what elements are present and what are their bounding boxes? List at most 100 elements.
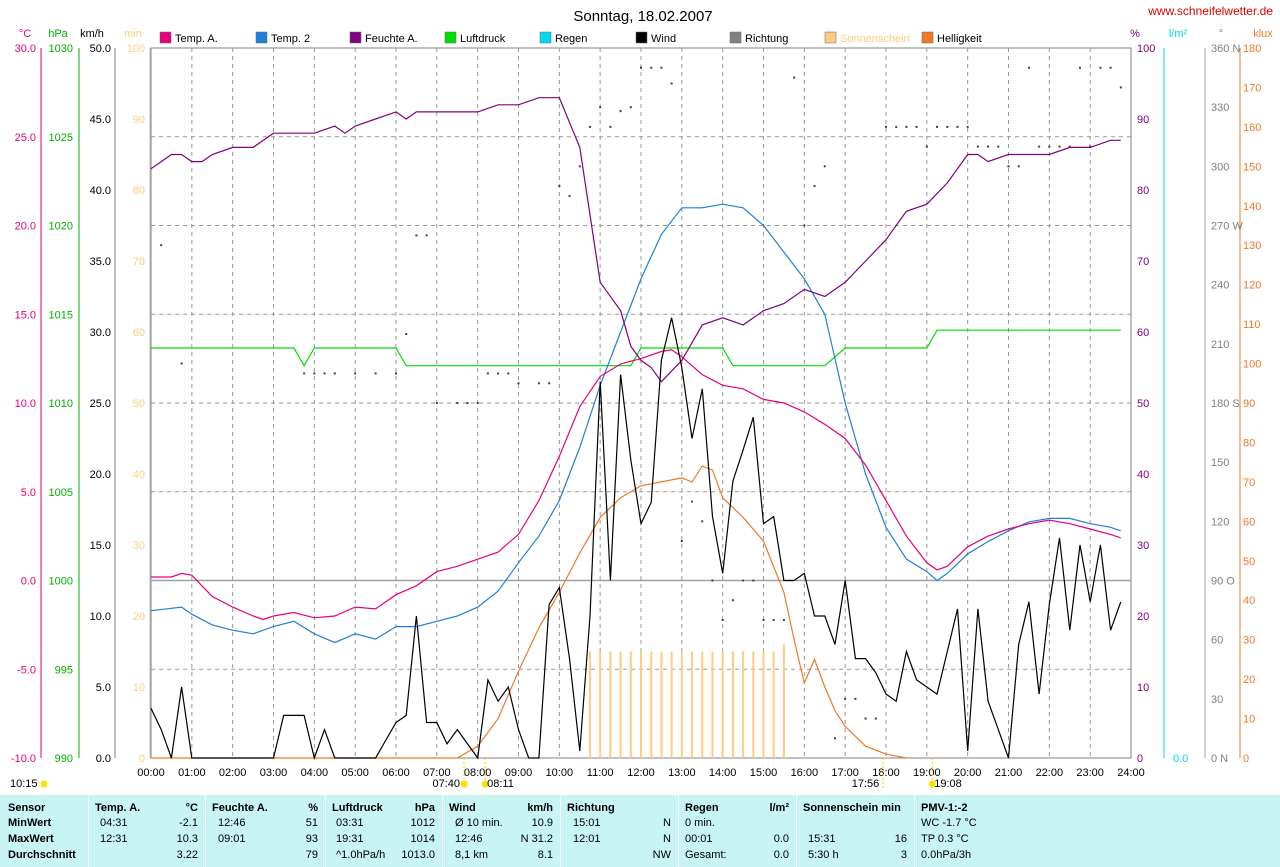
summary-label: MinWert: [8, 817, 52, 829]
legend-swatch: [349, 31, 362, 44]
lux-tick-label: 160: [1243, 122, 1261, 134]
legend-label: Temp. 2: [271, 33, 310, 45]
legend-label: Wind: [651, 33, 676, 45]
direction-point: [323, 372, 326, 375]
direction-point: [486, 372, 489, 375]
summary-press-val: 1014: [410, 833, 435, 845]
summary-dir-val: NW: [652, 849, 671, 861]
lux-unit-label: klux: [1253, 28, 1273, 40]
direction-point: [425, 234, 428, 237]
direction-tick-label: 90 O: [1211, 576, 1235, 588]
direction-point: [915, 125, 918, 128]
direction-point: [1048, 145, 1051, 148]
wind-tick-label: 0.0: [96, 753, 111, 765]
x-tick-label: 17:00: [831, 767, 859, 779]
humidity-tick-label: 40: [1137, 469, 1149, 481]
temp-tick-label: 5.0: [21, 487, 36, 499]
direction-point: [966, 125, 969, 128]
summary-rain-desc: Gesamt:: [685, 849, 727, 861]
temp-tick-label: 15.0: [15, 309, 36, 321]
x-tick-label: 16:00: [791, 767, 819, 779]
website-label[interactable]: www.schneifelwetter.de: [1147, 4, 1273, 18]
x-tick-label: 22:00: [1036, 767, 1064, 779]
axis-unit-labels: °C hPa km/h min% l/m² ° klux: [19, 28, 1273, 40]
sun-icon: [460, 780, 468, 788]
summary-press-val: 1012: [410, 817, 435, 829]
direction-point: [578, 165, 581, 168]
wind-tick-label: 20.0: [90, 469, 111, 481]
luftdruck-line: [151, 329, 1121, 367]
sunshine-tick-label: 20: [133, 611, 145, 623]
summary-hum-val: 51: [305, 817, 318, 829]
humidity-tick-label: 80: [1137, 185, 1149, 197]
direction-point: [1089, 145, 1092, 148]
direction-point: [813, 185, 816, 188]
wind-tick-label: 45.0: [90, 114, 111, 126]
temp-tick-label: 10.0: [15, 398, 36, 410]
header-pmv: PMV-1:-2: [921, 802, 968, 814]
summary-temp-val: -2.1: [179, 817, 198, 829]
lux-tick-label: 140: [1243, 201, 1261, 213]
humidity-tick-label: 20: [1137, 611, 1149, 623]
direction-tick-label: 330: [1211, 102, 1229, 114]
direction-point: [905, 125, 908, 128]
direction-point: [660, 66, 663, 69]
x-tick-label: 23:00: [1076, 767, 1104, 779]
header-wind: Wind: [449, 802, 476, 814]
direction-tick-label: 180 S: [1211, 398, 1240, 410]
wind-tick-label: 35.0: [90, 256, 111, 268]
x-tick-label: 10:00: [546, 767, 574, 779]
lux-tick-label: 120: [1243, 280, 1261, 292]
lux-tick-label: 20: [1243, 674, 1255, 686]
legend-label: Luftdruck: [460, 33, 506, 45]
lux-tick-label: 40: [1243, 595, 1255, 607]
direction-tick-label: 240: [1211, 280, 1229, 292]
summary-sun-val: 16: [894, 833, 907, 845]
sunshine-tick-label: 0: [139, 753, 145, 765]
x-tick-label: 07:00: [423, 767, 451, 779]
sunshine-tick-label: 60: [133, 327, 145, 339]
direction-point: [354, 372, 357, 375]
legend-swatch: [921, 31, 934, 44]
direction-point: [568, 194, 571, 197]
x-tick-label: 18:00: [872, 767, 900, 779]
lux-tick-label: 70: [1243, 477, 1255, 489]
legend-label: Helligkeit: [937, 33, 982, 45]
summary-dir-time: 12:01: [573, 833, 601, 845]
direction-point: [588, 125, 591, 128]
direction-point: [1078, 66, 1081, 69]
summary-wind-val: 8.1: [537, 849, 553, 861]
summary-label: MaxWert: [8, 833, 54, 845]
lux-tick-label: 100: [1243, 359, 1261, 371]
direction-point: [803, 224, 806, 227]
wind-tick-label: 15.0: [90, 540, 111, 552]
direction-point: [711, 579, 714, 582]
header-wind-unit: km/h: [527, 802, 553, 814]
summary-wind-desc: 8,1 km: [455, 849, 489, 861]
legend-swatch: [444, 31, 457, 44]
direction-point: [782, 618, 785, 621]
direction-point: [874, 717, 877, 720]
feuchte-a-line: [150, 97, 1121, 383]
sunshine-unit-label: min: [124, 28, 142, 40]
summary-temp-time: 12:31: [100, 833, 128, 845]
humidity-tick-label: 0: [1137, 753, 1143, 765]
temp-tick-label: 30.0: [15, 43, 36, 55]
legend-swatch: [824, 31, 837, 44]
pressure-tick-label: 990: [55, 753, 73, 765]
header-temp-unit: °C: [185, 802, 198, 814]
direction-point: [946, 125, 949, 128]
direction-point: [303, 372, 306, 375]
grid: [150, 47, 1132, 759]
direction-point: [1109, 66, 1112, 69]
x-axis: 00:00 01:00 02:00 03:00 04:00 05:00 06:00 07:00…: [137, 767, 1145, 779]
x-tick-label: 20:00: [954, 767, 982, 779]
sunshine-tick-label: 50: [133, 398, 145, 410]
direction-tick-label: 300: [1211, 161, 1229, 173]
summary-pmv: 0.0hPa/3h: [921, 849, 972, 861]
direction-point: [160, 244, 163, 247]
summary-rain-desc: 00:01: [685, 833, 713, 845]
header-sunshine: Sonnenschein min: [803, 802, 901, 814]
sun-icon: [481, 780, 489, 788]
direction-tick-label: 0 N: [1211, 753, 1228, 765]
